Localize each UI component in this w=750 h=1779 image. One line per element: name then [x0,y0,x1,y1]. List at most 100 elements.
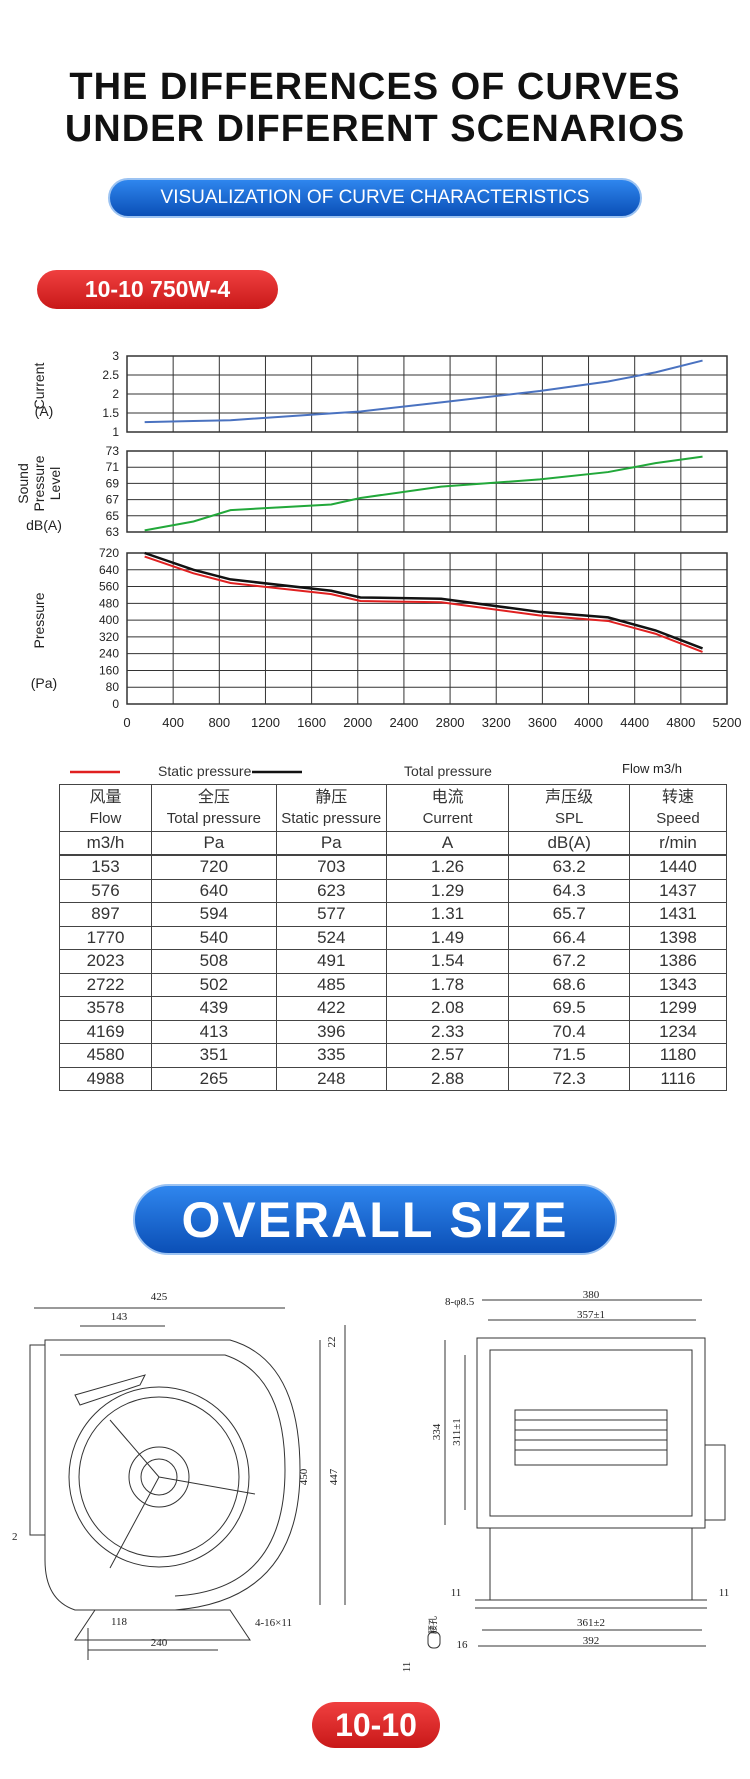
x-tick-label: 4000 [574,715,603,730]
header-text: 声压级 [545,789,594,806]
right-drawing: 8-φ8.5 380 357±1 334 311±1 11 11 361±2 3… [401,1289,729,1672]
y-tick-label: 1 [112,425,119,439]
x-tick-label: 3200 [482,715,511,730]
y-axis-label: Sound [15,463,31,503]
y-tick-label: 73 [106,444,120,458]
data-cell: 1116 [628,1066,728,1091]
data-cell: 1299 [628,996,728,1021]
header-row: 风量 Flow 全压 Total pressure 静压 Static pressure 电… [59,784,728,832]
dim-label: 腰孔 [428,1616,438,1634]
data-cell: 720 [150,854,277,880]
data-row: 153 720 703 1.26 63.2 1440 [59,854,728,880]
y-tick-label: 67 [106,493,120,507]
data-cell: 65.7 [508,902,630,927]
data-row: 4580 351 335 2.57 71.5 1180 [59,1043,728,1068]
data-cell: 1.29 [385,878,510,903]
header-text: SPL [555,810,584,827]
plot-frame [126,450,728,533]
title-line: UNDER DIFFERENT SCENARIOS [64,108,686,150]
data-cell: 413 [150,1019,277,1044]
x-tick-label: 4800 [666,715,695,730]
data-cell: 1.31 [385,902,510,927]
dim-label: 11 [401,1662,413,1673]
header-cell: 静压 Static pressure [275,784,387,832]
header-text: 电流 [431,789,464,806]
data-cell: 1343 [628,972,728,997]
y-tick-label: 2.5 [102,368,119,382]
y-tick-label: 71 [106,460,120,474]
data-cell: 2.57 [385,1043,510,1068]
data-cell: 63.2 [508,854,630,880]
data-row: 4169 413 396 2.33 70.4 1234 [59,1019,728,1044]
data-cell: 2023 [59,949,152,974]
data-cell: 703 [275,854,387,880]
data-cell: 70.4 [508,1019,630,1044]
data-cell: 1398 [628,925,728,950]
data-cell: 1437 [628,878,728,903]
y-axis-label: Pressure [31,455,47,511]
x-tick-label: 2000 [343,715,372,730]
data-cell: 351 [150,1043,277,1068]
data-cell: 3578 [59,996,152,1021]
data-cell: 68.6 [508,972,630,997]
series-line [144,455,703,532]
y-axis-label: Current [31,363,47,410]
unit-cell: A [385,831,510,856]
data-cell: 1386 [628,949,728,974]
data-cell: 623 [275,878,387,903]
data-cell: 1.49 [385,925,510,950]
data-cell: 422 [275,996,387,1021]
plot-frame [126,355,728,433]
data-cell: 1440 [628,854,728,880]
data-cell: 69.5 [508,996,630,1021]
dim-label: 357±1 [577,1309,605,1321]
dim-label: 450 [298,1468,310,1485]
header-cell: 电流 Current [385,784,510,832]
data-cell: 1180 [628,1043,728,1068]
unit-cell: r/min [628,831,728,856]
x-tick-label: 1600 [297,715,326,730]
y-tick-label: 640 [99,563,119,577]
y-tick-label: 160 [99,663,119,677]
header-cell: 风量 Flow [59,784,152,832]
data-row: 2722 502 485 1.78 68.6 1343 [59,972,728,997]
header-text: Total pressure [166,810,261,827]
x-tick-label: 2800 [436,715,465,730]
data-cell: 2722 [59,972,152,997]
x-tick-label: 0 [123,715,130,730]
dim-label: 22 [326,1337,338,1348]
y-tick-label: 2 [112,387,119,401]
series-line [144,551,703,650]
data-row: 4988 265 248 2.88 72.3 1116 [59,1066,728,1091]
unit-cell: Pa [150,831,277,856]
data-cell: 1770 [59,925,152,950]
dim-label: 4-16×11 [255,1617,292,1629]
data-cell: 577 [275,902,387,927]
data-cell: 897 [59,902,152,927]
data-row: 3578 439 422 2.08 69.5 1299 [59,996,728,1021]
x-tick-label: 3600 [528,715,557,730]
data-row: 897 594 577 1.31 65.7 1431 [59,902,728,927]
header-cell: 转速 Speed [628,784,728,832]
y-tick-label: 80 [106,680,120,694]
data-cell: 4169 [59,1019,152,1044]
dim-label: 11 [451,1587,462,1599]
y-tick-label: 65 [106,509,120,523]
dim-label: 334 [431,1423,443,1440]
data-cell: 2.33 [385,1019,510,1044]
model-pill: 10-10 750W-4 [37,270,278,309]
spec-table: 风量 Flow 全压 Total pressure 静压 Static pressure 电… [59,784,728,1091]
dim-label: 118 [111,1616,128,1628]
dim-label: 2 [12,1531,18,1543]
dim-label: 447 [328,1468,340,1485]
data-row: 2023 508 491 1.54 67.2 1386 [59,949,728,974]
header-text: 风量 [89,789,122,806]
y-axis-label: Pressure [31,592,47,648]
dim-label: 361±2 [577,1617,605,1629]
data-cell: 524 [275,925,387,950]
data-cell: 67.2 [508,949,630,974]
data-cell: 640 [150,878,277,903]
